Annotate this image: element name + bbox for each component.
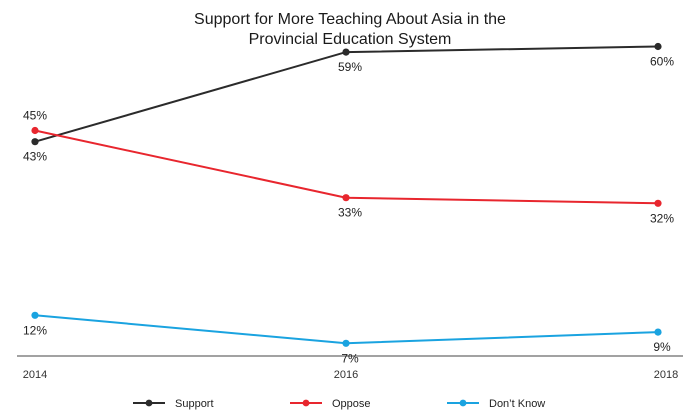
data-label-don-t-know-2014: 12% (23, 323, 47, 337)
series-line-oppose (34, 129, 659, 205)
legend-item-don-t-know: Don’t Know (447, 398, 545, 410)
legend-swatch-dot-oppose (302, 399, 310, 407)
x-tick-label-2016: 2016 (334, 369, 358, 381)
point-oppose-2018 (654, 199, 662, 207)
data-label-don-t-know-2016: 7% (341, 351, 359, 365)
point-oppose-2014 (31, 126, 39, 135)
x-tick-label-2018: 2018 (654, 369, 678, 381)
point-don-t-know-2014 (31, 311, 39, 319)
x-axis-ticks: 2014 2016 2018 (23, 369, 678, 381)
point-oppose-2016 (342, 194, 350, 202)
chart-title-line-1: Support for More Teaching About Asia in … (194, 11, 506, 28)
data-label-don-t-know-2018: 9% (653, 340, 671, 354)
data-label-oppose-2016: 33% (338, 206, 362, 220)
data-label-oppose-2014: 45% (23, 109, 47, 123)
legend-label-support: Support (175, 398, 214, 410)
legend-item-oppose: Oppose (290, 398, 371, 410)
legend: Support Oppose Don’t Know (133, 398, 545, 410)
x-tick-label-2014: 2014 (23, 369, 47, 381)
point-support-2018 (654, 42, 662, 51)
data-label-support-2014: 43% (23, 150, 47, 164)
point-don-t-know-2016 (342, 339, 350, 347)
legend-swatch-dot-support (145, 399, 153, 407)
legend-label-oppose: Oppose (332, 398, 371, 410)
data-label-support-2018: 60% (650, 55, 674, 69)
data-label-support-2016: 59% (338, 60, 362, 74)
chart-title-line-2: Provincial Education System (249, 31, 452, 48)
point-support-2016 (342, 48, 350, 56)
legend-item-support: Support (133, 398, 214, 410)
legend-swatch-dot-don-t-know (459, 399, 467, 407)
point-support-2014 (31, 138, 39, 146)
point-don-t-know-2018 (654, 328, 662, 336)
legend-label-don-t-know: Don’t Know (489, 398, 545, 410)
series-line-don-t-know (34, 314, 659, 345)
series-layer: 43% 59% 60% 45% 33% 32% 12% 7% 9% (23, 42, 674, 365)
data-label-oppose-2018: 32% (650, 211, 674, 225)
